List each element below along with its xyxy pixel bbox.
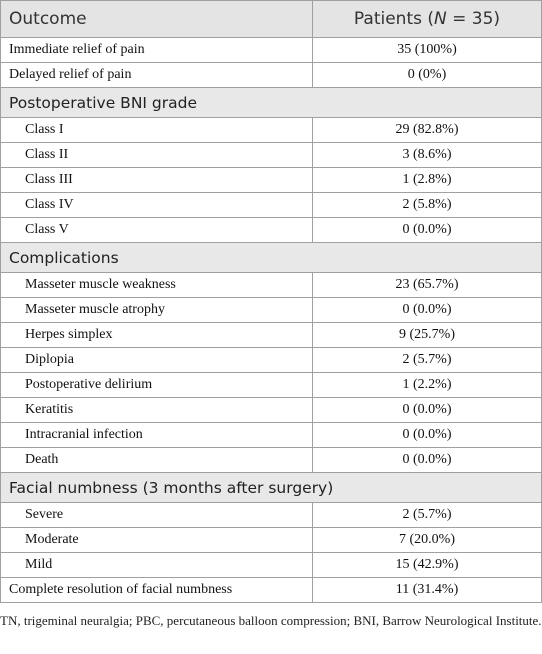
row-value: 7 (20.0%)	[312, 527, 542, 553]
header-text: N	[434, 9, 447, 29]
outcome-table: Outcome Patients (N = 35) Immediate reli…	[0, 0, 542, 603]
data-row: Mild 15 (42.9%)	[0, 552, 542, 578]
data-row: Class II 3 (8.6%)	[0, 142, 542, 168]
row-value: 23 (65.7%)	[312, 272, 542, 298]
data-row: Moderate 7 (20.0%)	[0, 527, 542, 553]
row-label: Severe	[0, 502, 313, 528]
row-label: Mild	[0, 552, 313, 578]
row-value: 3 (8.6%)	[312, 142, 542, 168]
row-value: 15 (42.9%)	[312, 552, 542, 578]
data-row: Severe 2 (5.7%)	[0, 502, 542, 528]
section-title: Complications	[0, 242, 542, 273]
row-value: 35 (100%)	[312, 37, 542, 63]
data-row: Diplopia 2 (5.7%)	[0, 347, 542, 373]
row-value: 29 (82.8%)	[312, 117, 542, 143]
row-value: 11 (31.4%)	[312, 577, 542, 603]
section-row: Postoperative BNI grade	[0, 87, 542, 118]
row-label: Postoperative delirium	[0, 372, 313, 398]
row-value: 0 (0%)	[312, 62, 542, 88]
section-row: Complications	[0, 242, 542, 273]
table-body: Immediate relief of pain 35 (100%) Delayed…	[0, 37, 542, 603]
section-title: Facial numbness (3 months after surgery)	[0, 472, 542, 503]
data-row: Class III 1 (2.8%)	[0, 167, 542, 193]
row-label: Moderate	[0, 527, 313, 553]
header-cell: Patients (N = 35)	[312, 0, 542, 38]
row-label: Immediate relief of pain	[0, 37, 313, 63]
row-label: Class III	[0, 167, 313, 193]
footnote: TN, trigeminal neuralgia; PBC, percutane…	[0, 613, 542, 628]
row-label: Class IV	[0, 192, 313, 218]
row-label: Diplopia	[0, 347, 313, 373]
row-label: Complete resolution of facial numbness	[0, 577, 313, 603]
row-value: 1 (2.2%)	[312, 372, 542, 398]
row-value: 9 (25.7%)	[312, 322, 542, 348]
header-row: Outcome Patients (N = 35)	[0, 0, 542, 38]
row-label: Class I	[0, 117, 313, 143]
data-row: Death 0 (0.0%)	[0, 447, 542, 473]
header-text: Patients (	[353, 9, 435, 29]
row-value: 1 (2.8%)	[312, 167, 542, 193]
row-value: 0 (0.0%)	[312, 217, 542, 243]
data-row: Masseter muscle atrophy 0 (0.0%)	[0, 297, 542, 323]
data-row: Intracranial infection 0 (0.0%)	[0, 422, 542, 448]
data-row: Masseter muscle weakness 23 (65.7%)	[0, 272, 542, 298]
data-row: Delayed relief of pain 0 (0%)	[0, 62, 542, 88]
row-value: 2 (5.8%)	[312, 192, 542, 218]
data-row: Immediate relief of pain 35 (100%)	[0, 37, 542, 63]
row-label: Death	[0, 447, 313, 473]
row-value: 2 (5.7%)	[312, 502, 542, 528]
row-label: Intracranial infection	[0, 422, 313, 448]
row-label: Class II	[0, 142, 313, 168]
header-text: = 35)	[446, 9, 501, 29]
data-row: Herpes simplex 9 (25.7%)	[0, 322, 542, 348]
row-label: Class V	[0, 217, 313, 243]
row-label: Delayed relief of pain	[0, 62, 313, 88]
row-value: 2 (5.7%)	[312, 347, 542, 373]
header-cell: Outcome	[0, 0, 313, 38]
row-value: 0 (0.0%)	[312, 447, 542, 473]
row-label: Keratitis	[0, 397, 313, 423]
data-row: Keratitis 0 (0.0%)	[0, 397, 542, 423]
data-row: Class I 29 (82.8%)	[0, 117, 542, 143]
row-label: Masseter muscle atrophy	[0, 297, 313, 323]
row-value: 0 (0.0%)	[312, 297, 542, 323]
data-row: Postoperative delirium 1 (2.2%)	[0, 372, 542, 398]
row-label: Masseter muscle weakness	[0, 272, 313, 298]
data-row: Class IV 2 (5.8%)	[0, 192, 542, 218]
row-value: 0 (0.0%)	[312, 397, 542, 423]
section-row: Facial numbness (3 months after surgery)	[0, 472, 542, 503]
data-row: Complete resolution of facial numbness 11…	[0, 577, 542, 603]
row-label: Herpes simplex	[0, 322, 313, 348]
section-title: Postoperative BNI grade	[0, 87, 542, 118]
row-value: 0 (0.0%)	[312, 422, 542, 448]
